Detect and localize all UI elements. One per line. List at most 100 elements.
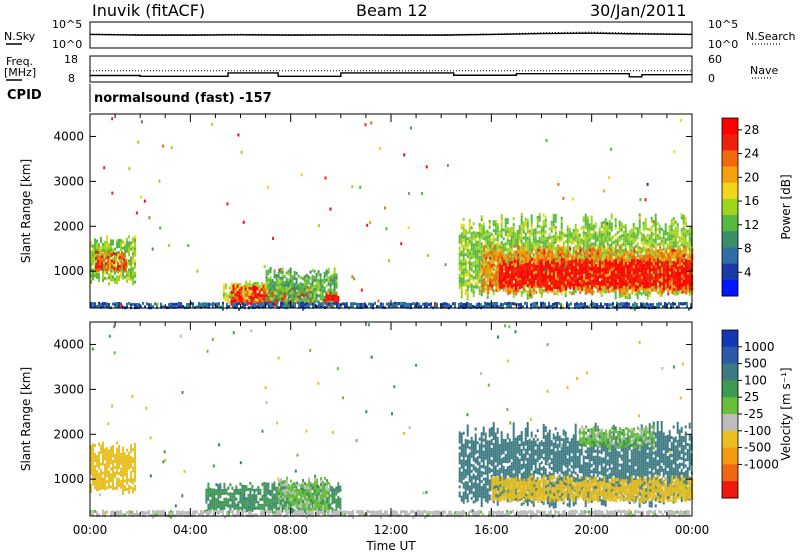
power-cell	[472, 231, 475, 235]
power-cell	[652, 244, 655, 248]
power-cell	[309, 276, 312, 280]
power-cell	[522, 290, 525, 294]
power-cell	[518, 271, 521, 275]
power-cell	[319, 294, 322, 298]
power-cell	[287, 278, 290, 282]
power-cell	[556, 262, 559, 266]
power-cell	[244, 299, 247, 303]
power-cell	[464, 283, 467, 287]
power-cell	[487, 255, 490, 259]
power-cell	[632, 241, 635, 244]
power-cell	[667, 256, 670, 260]
power-cell	[622, 264, 625, 268]
power-cell	[310, 290, 313, 294]
power-cell	[518, 225, 521, 229]
power-cell	[510, 236, 513, 239]
power-cell	[279, 291, 282, 295]
power-cell	[508, 245, 511, 249]
power-cell	[526, 239, 529, 243]
power-cell	[614, 233, 617, 237]
power-cell	[646, 236, 649, 240]
power-cell	[552, 214, 555, 218]
power-cell	[299, 285, 302, 288]
power-cell	[128, 274, 130, 278]
power-cell	[606, 279, 609, 283]
power-cell	[468, 276, 471, 279]
power-cell	[566, 264, 569, 268]
power-cell	[678, 290, 681, 294]
power-cell	[117, 261, 119, 265]
power-cell	[510, 281, 513, 285]
power-cell	[490, 232, 493, 236]
power-cell	[610, 243, 613, 247]
power-cell	[285, 286, 288, 290]
power-cell	[530, 285, 533, 288]
power-cell	[686, 289, 689, 293]
power-cell	[315, 284, 318, 288]
power-cell	[291, 299, 294, 303]
power-cell	[610, 213, 613, 217]
power-cell	[687, 282, 690, 286]
power-cell	[480, 227, 483, 231]
power-cell	[497, 267, 500, 271]
power-cell	[600, 274, 603, 278]
power-cell	[512, 235, 515, 239]
power-cell	[588, 275, 591, 279]
power-cell	[591, 250, 594, 254]
power-cell	[586, 249, 589, 253]
power-cell	[590, 265, 593, 268]
power-cell	[460, 253, 463, 257]
power-cell	[626, 264, 629, 268]
power-cell	[528, 281, 531, 285]
power-cell	[656, 228, 659, 232]
power-cell	[662, 247, 665, 251]
power-cell	[250, 296, 253, 300]
power-cell	[230, 299, 233, 303]
power-cell	[602, 267, 605, 271]
nsky-tick-top: 10^5	[52, 18, 83, 31]
power-cell	[660, 236, 663, 240]
power-cell	[111, 259, 113, 263]
power-cell	[534, 228, 537, 232]
power-cell	[610, 246, 613, 250]
power-cell	[497, 279, 500, 283]
power-cell	[621, 255, 624, 259]
power-cell	[553, 265, 556, 269]
power-cell	[512, 283, 515, 287]
power-cell	[319, 282, 322, 286]
power-cell	[627, 287, 630, 291]
power-cell	[684, 243, 687, 247]
power-cell	[636, 233, 639, 237]
power-cell	[94, 259, 96, 263]
power-cell	[593, 263, 596, 266]
power-cell	[642, 242, 645, 246]
power-cell	[287, 269, 290, 273]
power-cell	[605, 274, 608, 278]
power-cell	[472, 261, 475, 265]
power-cell	[581, 261, 584, 265]
power-cell	[652, 286, 655, 290]
power-cell	[518, 283, 521, 287]
power-cell	[532, 247, 535, 251]
power-cell	[533, 288, 536, 292]
power-cell	[618, 285, 621, 289]
power-cell	[132, 273, 134, 277]
power-cell	[616, 231, 619, 235]
power-cell	[606, 236, 609, 240]
power-cell	[644, 226, 647, 230]
power-cell	[509, 255, 512, 259]
power-cell	[596, 232, 599, 236]
power-cell	[611, 255, 614, 259]
power-cell	[681, 254, 684, 258]
power-cell	[610, 285, 613, 289]
power-cell	[101, 264, 103, 268]
power-cell	[323, 295, 326, 299]
power-cell	[580, 238, 583, 242]
power-cell	[683, 245, 686, 249]
power-cell	[458, 273, 461, 277]
power-cell	[116, 278, 118, 282]
power-cell	[529, 275, 532, 279]
power-cell	[123, 264, 125, 268]
power-cell	[478, 250, 481, 254]
power-cell	[293, 282, 296, 286]
